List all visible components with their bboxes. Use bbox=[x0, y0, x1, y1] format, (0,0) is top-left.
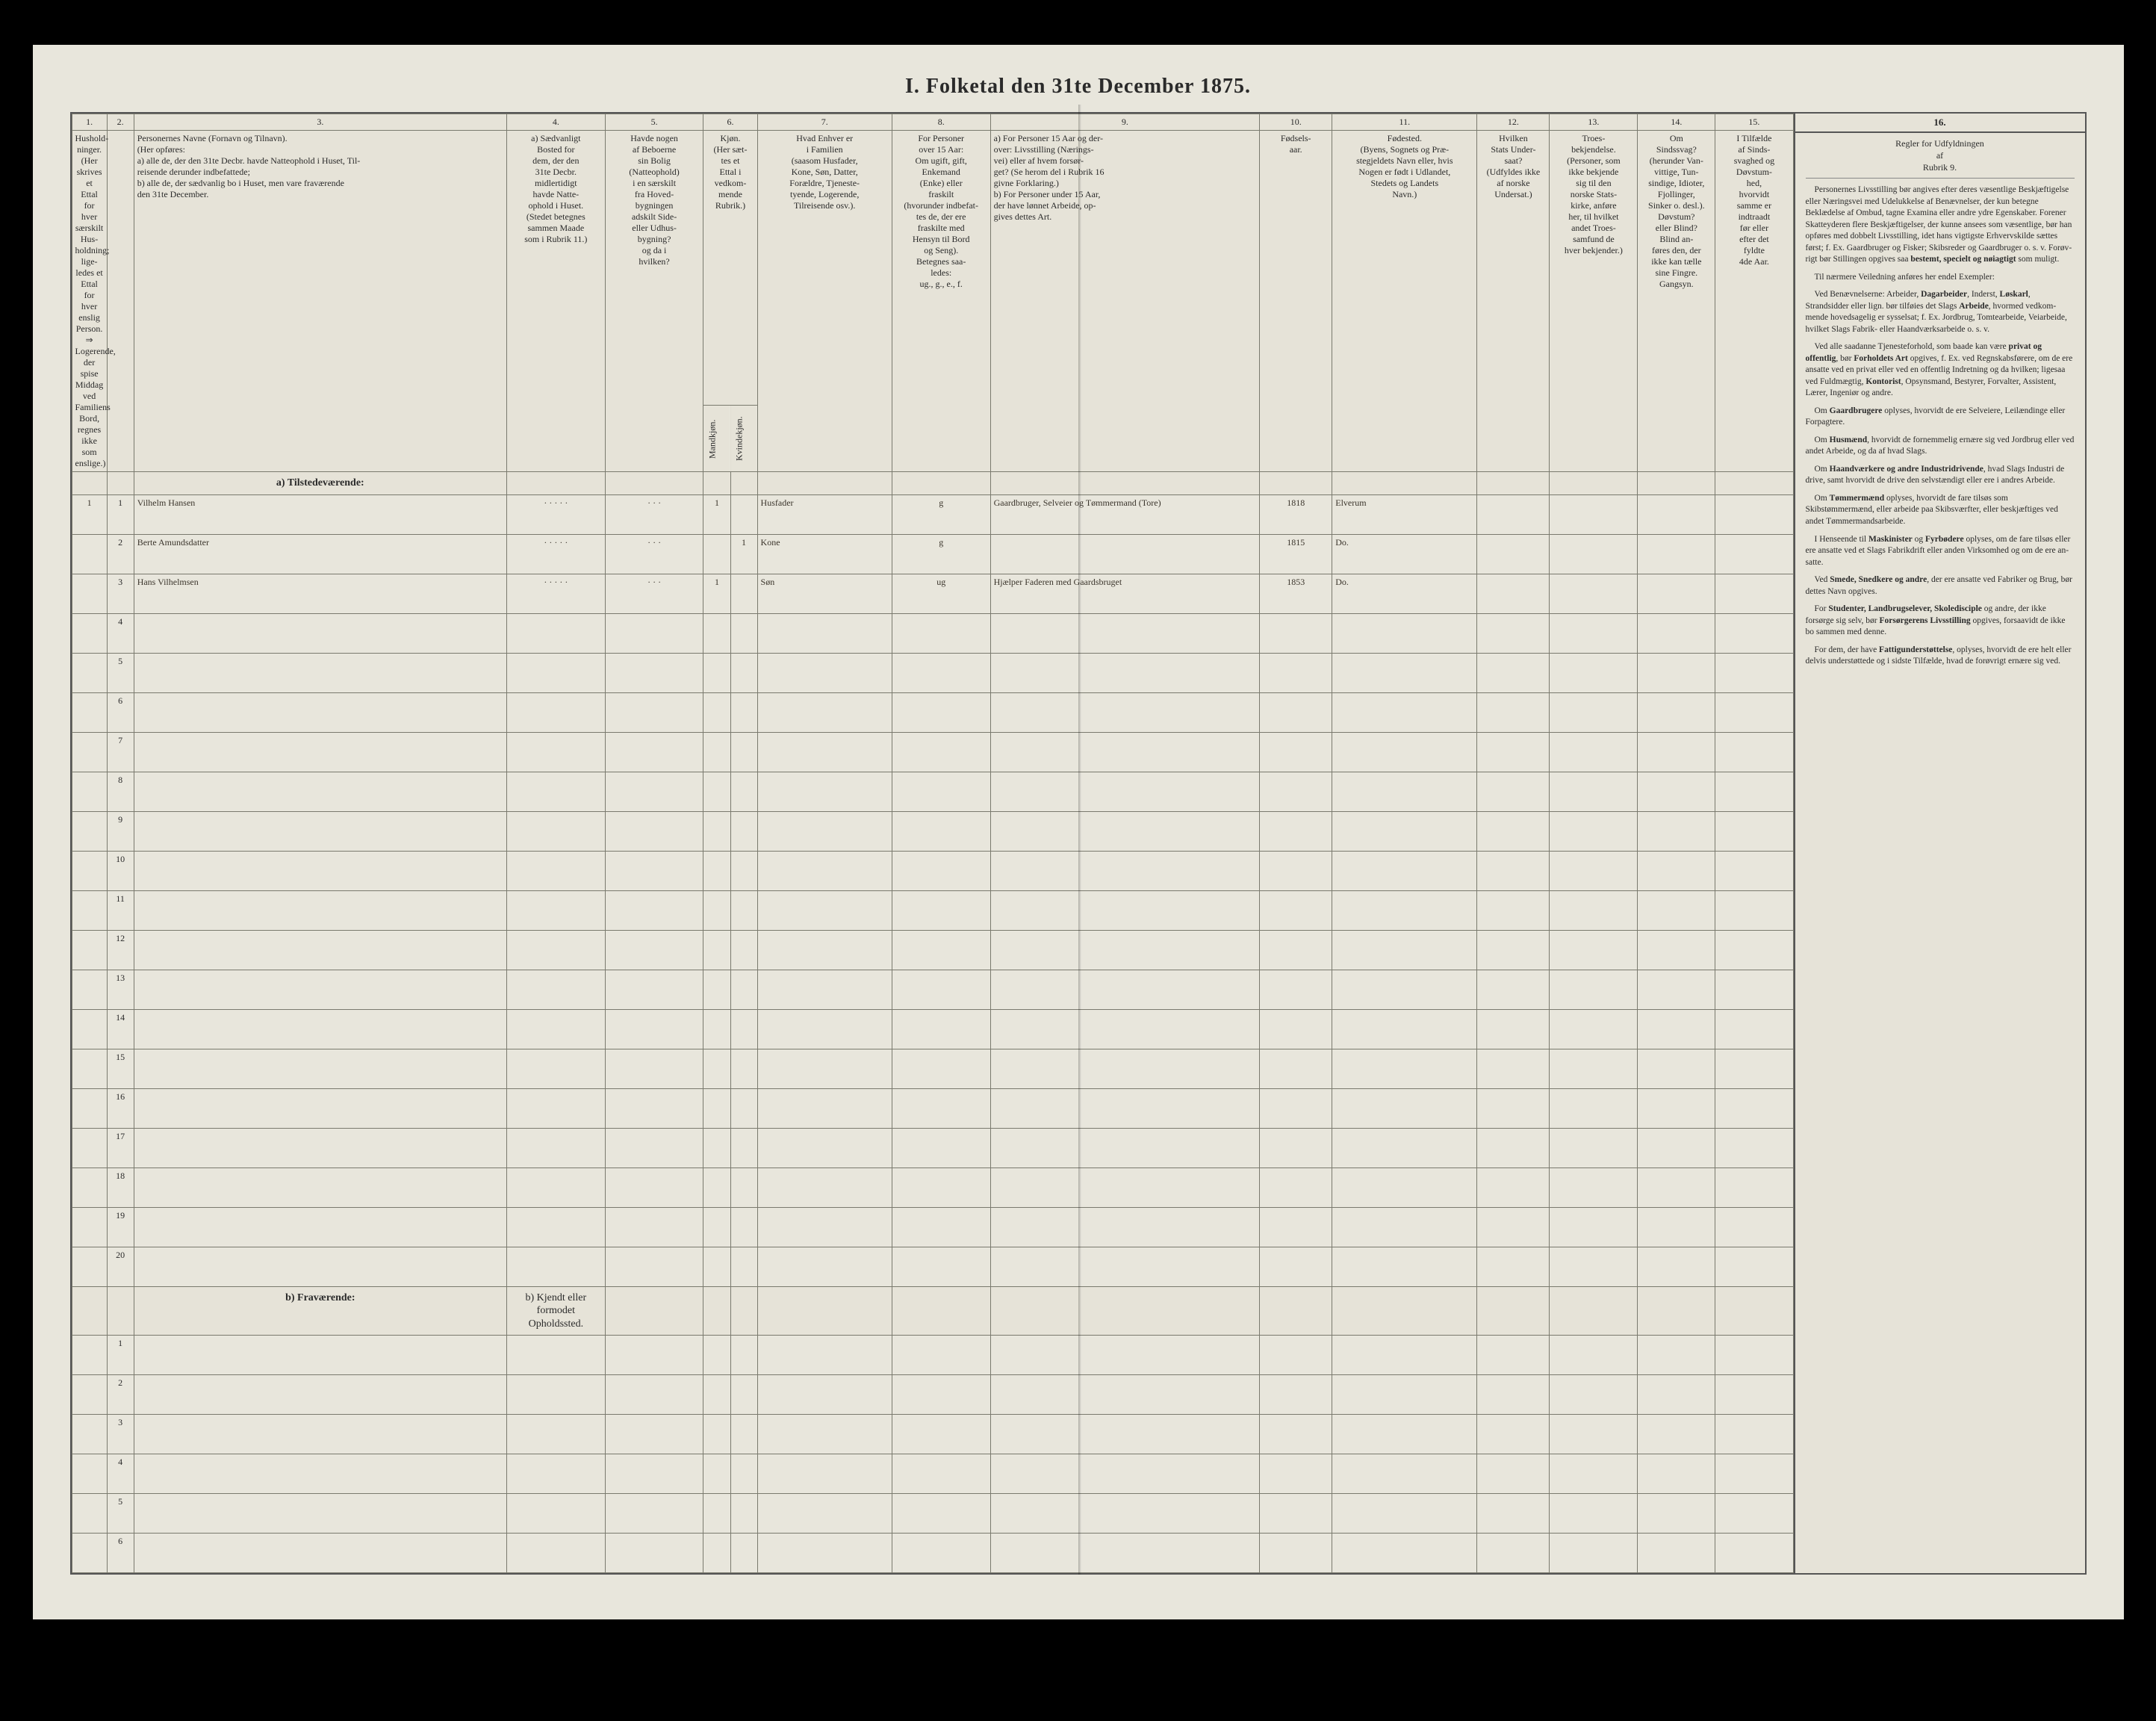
table-row: 18 bbox=[72, 1168, 1793, 1207]
colnum: 10. bbox=[1260, 114, 1332, 131]
ledger-table: 1. 2. 3. 4. 5. 6. 7. 8. 9. 10. 11. 12. 1… bbox=[70, 112, 1795, 1575]
colnum: 8. bbox=[892, 114, 990, 131]
table-row: 8 bbox=[72, 772, 1793, 811]
table-row: 19 bbox=[72, 1207, 1793, 1247]
header-row: Hushold-ninger.(Her skrives etEttal for … bbox=[72, 131, 1793, 406]
section-label: a) Tilstedeværende: bbox=[134, 472, 506, 495]
colnum: 12. bbox=[1477, 114, 1550, 131]
table-row: 11Vilhelm Hansen· · · · ·· · ·1Husfaderg… bbox=[72, 494, 1793, 534]
table-row: 14 bbox=[72, 1009, 1793, 1049]
colnum: 3. bbox=[134, 114, 506, 131]
header-cell: Havde nogenaf Beboernesin Bolig(Natteoph… bbox=[605, 131, 703, 472]
header-cell: Kvindekjøn. bbox=[730, 406, 757, 472]
table-row: 3Hans Vilhelmsen· · · · ·· · ·1SønugHjæl… bbox=[72, 574, 1793, 613]
table-row: 11 bbox=[72, 890, 1793, 930]
header-cell: Fødested.(Byens, Sognets og Præ-stegjeld… bbox=[1332, 131, 1477, 472]
header-cell: Mandkjøn. bbox=[703, 406, 730, 472]
census-sheet: I. Folketal den 31te December 1875. 1. 2… bbox=[33, 45, 2124, 1619]
rules-column: 16. Regler for UdfyldningenafRubrik 9. P… bbox=[1795, 112, 2087, 1575]
rules-paragraph: Ved alle saadanne Tjene­steforhold, som … bbox=[1806, 341, 2075, 400]
rules-paragraph: Om Haandværkere og an­dre Industridriven… bbox=[1806, 464, 2075, 487]
table-row: 15 bbox=[72, 1049, 1793, 1088]
rules-paragraph: Ved Smede, Snedkere og andre, der ere an… bbox=[1806, 574, 2075, 598]
header-cell: Fødsels-aar. bbox=[1260, 131, 1332, 472]
header-cell: a) For Personer 15 Aar og der- over: Liv… bbox=[990, 131, 1260, 472]
table-row: 13 bbox=[72, 970, 1793, 1009]
rules-paragraph: Om Tømmermænd oplyses, hvorvidt de fare … bbox=[1806, 493, 2075, 528]
colnum: 14. bbox=[1638, 114, 1715, 131]
rules-paragraph: I Henseende til Maskinister og Fyrbødere… bbox=[1806, 534, 2075, 569]
table-row: 2Berte Amundsdatter· · · · ·· · ·1Koneg1… bbox=[72, 534, 1793, 574]
rules-heading: Regler for UdfyldningenafRubrik 9. bbox=[1806, 137, 2075, 179]
table-row: 4 bbox=[72, 613, 1793, 653]
header-cell: Hushold-ninger.(Her skrives etEttal for … bbox=[72, 131, 107, 472]
table-row: 3 bbox=[72, 1415, 1793, 1454]
colnum: 9. bbox=[990, 114, 1260, 131]
rules-paragraph: Ved Benævnelserne: Arbei­der, Dagarbeide… bbox=[1806, 289, 2075, 335]
header-cell: HvilkenStats Under-saat?(Udfyldes ikkeaf… bbox=[1477, 131, 1550, 472]
rules-body: Personernes Livsstilling bør angives eft… bbox=[1806, 184, 2075, 668]
colnum: 1. bbox=[72, 114, 107, 131]
table-row: 2 bbox=[72, 1375, 1793, 1415]
table-row: 20 bbox=[72, 1247, 1793, 1286]
header-cell: Kjøn.(Her sæt-tes etEttal ivedkom-mendeR… bbox=[703, 131, 757, 406]
rules-paragraph: For dem, der have Fattig­understøttelse,… bbox=[1806, 645, 2075, 668]
colnum: 15. bbox=[1715, 114, 1793, 131]
section-label: b) Kjendt ellerformodetOpholdssted. bbox=[506, 1286, 605, 1336]
header-cell bbox=[107, 131, 134, 472]
table-row: 5 bbox=[72, 1494, 1793, 1534]
rules-paragraph: Personernes Livsstilling bør angives eft… bbox=[1806, 184, 2075, 266]
rules-paragraph: Om Gaardbrugere oplyses, hvorvidt de ere… bbox=[1806, 406, 2075, 429]
section-label: b) Fraværende: bbox=[134, 1286, 506, 1336]
header-cell: Hvad Enhver eri Familien(saasom Husfader… bbox=[757, 131, 892, 472]
table-row: 6 bbox=[72, 692, 1793, 732]
header-cell: Personernes Navne (Fornavn og Tilnavn).(… bbox=[134, 131, 506, 472]
colnum: 2. bbox=[107, 114, 134, 131]
header-cell: OmSindssvag?(herunder Van-vittige, Tun-s… bbox=[1638, 131, 1715, 472]
colnum: 16. bbox=[1795, 114, 2085, 133]
header-cell: I Tilfældeaf Sinds-svaghed ogDøvstum-hed… bbox=[1715, 131, 1793, 472]
rules-paragraph: Til nærmere Veiledning an­føres her ende… bbox=[1806, 272, 2075, 284]
colnum: 11. bbox=[1332, 114, 1477, 131]
table-row: 10 bbox=[72, 851, 1793, 890]
header-cell: a) SædvanligtBosted fordem, der den31te … bbox=[506, 131, 605, 472]
colnum: 5. bbox=[605, 114, 703, 131]
section-present: a) Tilstedeværende: bbox=[72, 472, 1793, 495]
colnum-row: 1. 2. 3. 4. 5. 6. 7. 8. 9. 10. 11. 12. 1… bbox=[72, 114, 1793, 131]
header-cell: Troes-bekjendelse.(Personer, somikke bek… bbox=[1550, 131, 1638, 472]
rules-paragraph: Om Husmænd, hvorvidt de fornemmelig ernæ… bbox=[1806, 435, 2075, 458]
page-wrap: 1. 2. 3. 4. 5. 6. 7. 8. 9. 10. 11. 12. 1… bbox=[70, 112, 2087, 1575]
header-cell: For Personerover 15 Aar:Om ugift, gift,E… bbox=[892, 131, 990, 472]
colnum: 4. bbox=[506, 114, 605, 131]
table-row: 17 bbox=[72, 1128, 1793, 1168]
colnum: 7. bbox=[757, 114, 892, 131]
page-title: I. Folketal den 31te December 1875. bbox=[70, 75, 2087, 99]
table-row: 16 bbox=[72, 1088, 1793, 1128]
table-row: 5 bbox=[72, 653, 1793, 692]
table-row: 7 bbox=[72, 732, 1793, 772]
section-absent: b) Fraværende: b) Kjendt ellerformodetOp… bbox=[72, 1286, 1793, 1336]
colnum: 6. bbox=[703, 114, 757, 131]
table-row: 4 bbox=[72, 1454, 1793, 1494]
table-row: 9 bbox=[72, 811, 1793, 851]
table-row: 6 bbox=[72, 1534, 1793, 1573]
colnum: 13. bbox=[1550, 114, 1638, 131]
rules-paragraph: For Studenter, Landbrugs­elever, Skoledi… bbox=[1806, 604, 2075, 639]
table-row: 1 bbox=[72, 1336, 1793, 1375]
table-row: 12 bbox=[72, 930, 1793, 970]
